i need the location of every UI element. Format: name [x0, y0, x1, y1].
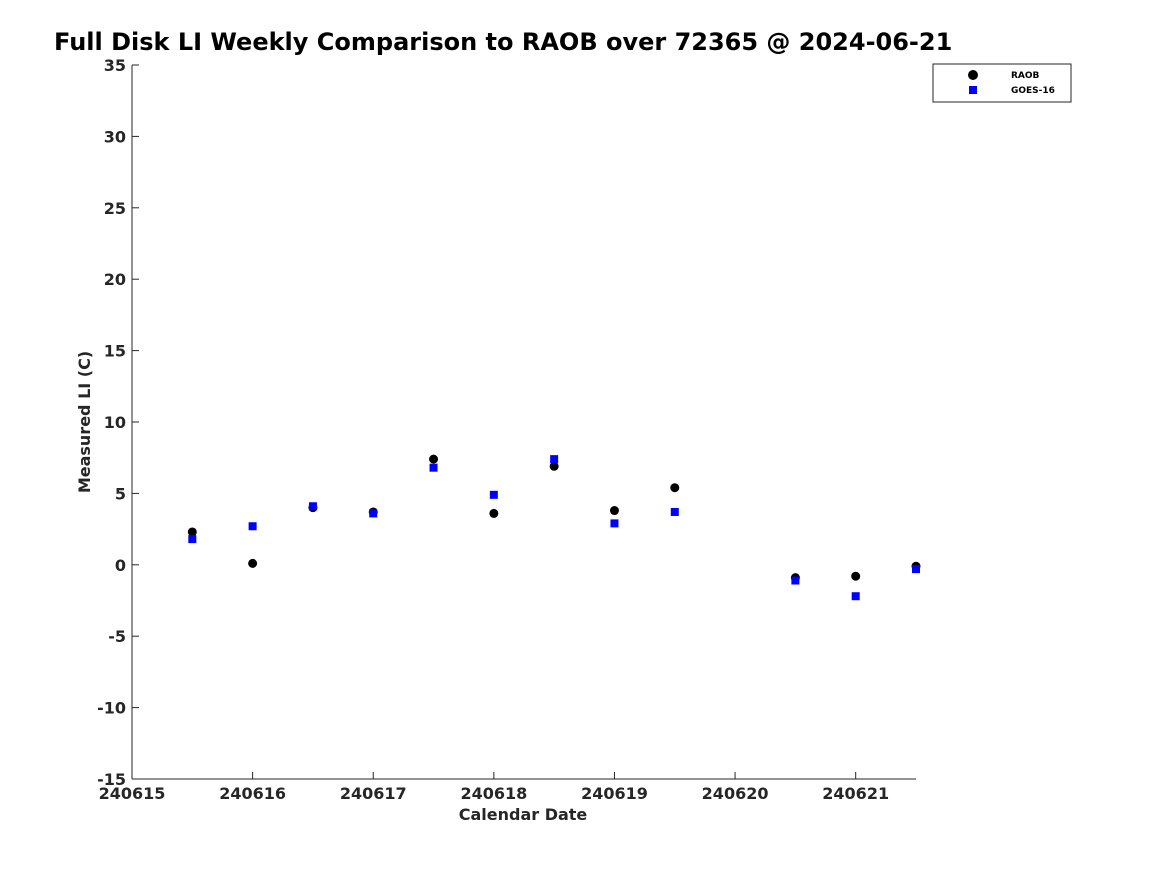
goes-16-point [851, 592, 860, 601]
goes-16-point [550, 455, 559, 464]
goes-16-point [188, 535, 197, 544]
y-tick-label: -5 [108, 627, 126, 646]
goes-16-point [610, 519, 619, 528]
y-tick-label: 10 [104, 413, 126, 432]
raob-point [851, 571, 861, 581]
legend-box [932, 63, 1072, 103]
goes-16-point [248, 522, 257, 531]
raob-point [248, 558, 258, 568]
x-tick-label: 240618 [460, 784, 527, 803]
y-tick-label: 0 [115, 556, 126, 575]
raob-point [670, 483, 680, 493]
y-tick-label: 20 [104, 270, 126, 289]
y-tick-label: -15 [97, 770, 126, 789]
y-axis-label: Measured LI (C) [75, 351, 94, 493]
legend-label-goes-16: GOES-16 [1011, 86, 1055, 96]
y-tick-label: 25 [104, 199, 126, 218]
goes-16-point [912, 565, 920, 574]
y-tick-label: -10 [97, 699, 126, 718]
x-tick-label: 240621 [822, 784, 889, 803]
goes-16-point [369, 509, 378, 518]
y-tick-label: 15 [104, 342, 126, 361]
goes-16-point [670, 507, 679, 516]
x-tick-label: 240617 [340, 784, 407, 803]
x-tick-label: 240615 [99, 784, 166, 803]
legend-marker-raob [968, 70, 978, 80]
goes-16-point [489, 490, 498, 499]
raob-point [549, 461, 559, 471]
legend-marker-goes-16 [969, 86, 977, 94]
x-tick-label: 240620 [702, 784, 769, 803]
x-tick-label: 240619 [581, 784, 648, 803]
goes-16-point [429, 463, 438, 472]
raob-point [187, 527, 197, 537]
y-tick-label: 30 [104, 127, 126, 146]
legend-label-raob: RAOB [1011, 71, 1040, 81]
x-tick-label: 240616 [219, 784, 286, 803]
chart-title: Full Disk LI Weekly Comparison to RAOB o… [54, 28, 953, 56]
y-tick-label: 35 [104, 56, 126, 75]
goes-16-point [791, 576, 800, 585]
raob-point [429, 454, 439, 464]
raob-point [489, 508, 499, 518]
x-axis-label: Calendar Date [459, 805, 588, 824]
raob-point [609, 506, 619, 516]
legend: RAOB GOES-16 [932, 63, 1072, 103]
y-tick-label: 5 [115, 484, 126, 503]
goes-16-point [308, 502, 317, 511]
